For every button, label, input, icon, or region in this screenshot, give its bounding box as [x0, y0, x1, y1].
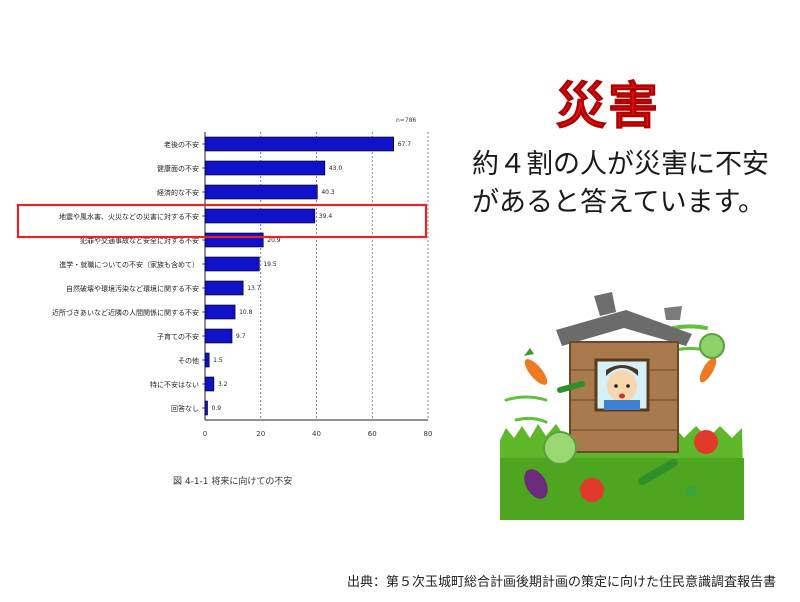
- x-tick-label: 0: [203, 430, 207, 438]
- disaster-house-illustration: [496, 290, 748, 522]
- page-title: 災害: [556, 66, 660, 138]
- source-citation: 出典：第５次玉城町総合計画後期計画の策定に向けた住民意識調査報告書: [347, 571, 776, 590]
- sample-size-label: n=786: [396, 117, 416, 124]
- bar: [205, 257, 259, 271]
- category-label: 特に不安はない: [150, 380, 199, 389]
- value-label: 0.9: [212, 405, 222, 412]
- x-tick-label: 80: [424, 430, 433, 438]
- figure-caption: 図 4-1-1 将来に向けての不安: [173, 474, 292, 487]
- value-label: 1.5: [213, 357, 223, 364]
- value-label: 19.5: [263, 261, 277, 268]
- category-label: 経済的な不安: [157, 188, 199, 197]
- value-label: 9.7: [236, 333, 246, 340]
- value-label: 43.0: [329, 165, 343, 172]
- value-label: 67.7: [398, 141, 412, 148]
- category-label: 自然破壊や環境汚染など環境に関する不安: [66, 284, 199, 293]
- bar: [205, 137, 394, 151]
- value-label: 40.3: [321, 189, 335, 196]
- bar: [205, 305, 235, 319]
- bar: [205, 401, 208, 415]
- x-tick-label: 40: [312, 430, 321, 438]
- x-tick-label: 60: [368, 430, 377, 438]
- value-label: 13.7: [247, 285, 261, 292]
- category-label: 健康面の不安: [157, 164, 199, 173]
- bar: [205, 233, 263, 247]
- bar: [205, 329, 232, 343]
- bar: [205, 353, 209, 367]
- value-label: 3.2: [218, 381, 228, 388]
- value-label: 39.4: [319, 213, 333, 220]
- bar: [205, 185, 317, 199]
- category-label: 地震や風水害、火災などの災害に対する不安: [59, 212, 199, 221]
- bar: [205, 377, 214, 391]
- x-tick-label: 20: [256, 430, 265, 438]
- bar: [205, 161, 325, 175]
- category-label: 老後の不安: [164, 140, 199, 149]
- category-label: 回答なし: [171, 404, 199, 413]
- bar: [205, 209, 315, 223]
- category-label: その他: [178, 356, 199, 365]
- bar: [205, 281, 243, 295]
- category-label: 近所づきあいなど近隣の人間関係に関する不安: [52, 308, 199, 317]
- category-label: 子育ての不安: [157, 332, 199, 341]
- main-message: 約４割の人が災害に不安があると答えています。: [472, 146, 772, 222]
- category-label: 進学・就職についての不安（家族も含めて）: [59, 260, 199, 269]
- value-label: 10.8: [239, 309, 253, 316]
